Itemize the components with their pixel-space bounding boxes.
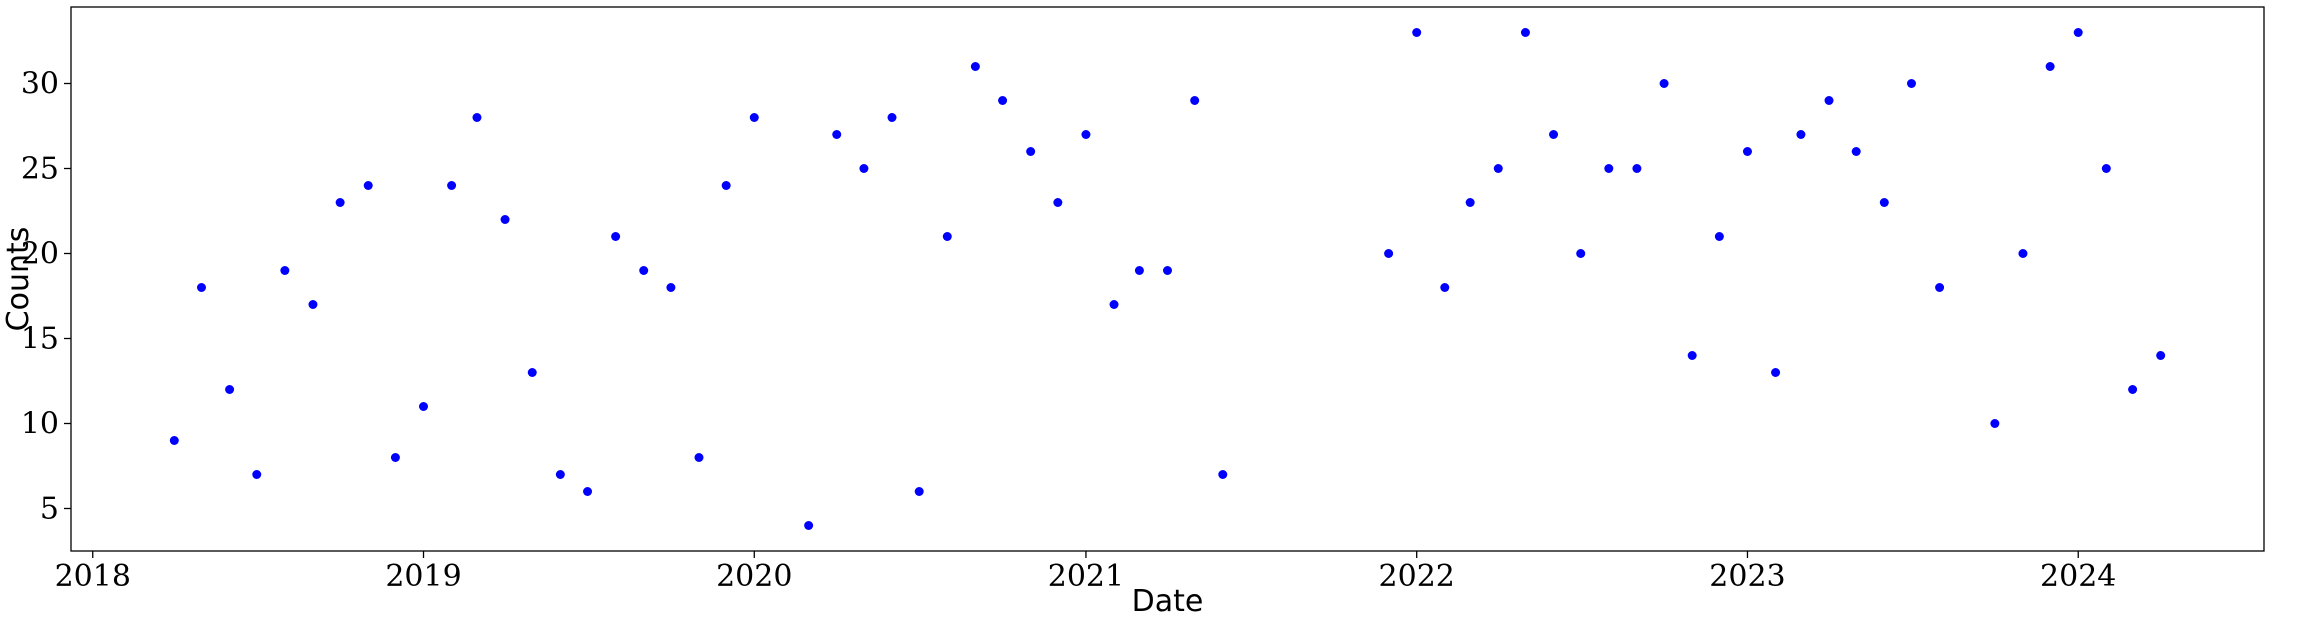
data-point [169, 436, 179, 445]
data-point [252, 470, 262, 479]
data-point [666, 283, 676, 292]
data-point [1990, 419, 2000, 428]
data-point [1687, 351, 1697, 360]
data-point [447, 181, 457, 190]
x-axis: 2018 2019 2020 2021 2022 2023 2024 [55, 551, 2116, 594]
data-point [639, 266, 649, 275]
y-axis: 5 10 15 20 25 30 [21, 67, 71, 527]
data-point [1576, 249, 1586, 258]
data-point [1053, 198, 1063, 207]
y-axis-title: Counts [1, 227, 36, 332]
data-point [335, 198, 345, 207]
data-point [390, 453, 400, 462]
data-point [1879, 198, 1889, 207]
x-axis-title: Date [1132, 584, 1204, 619]
data-point [1659, 79, 1669, 88]
y-tick-label: 15 [21, 322, 59, 357]
data-point [555, 470, 565, 479]
data-point [1796, 130, 1806, 139]
data-point [1742, 147, 1752, 156]
data-point [2045, 62, 2055, 71]
data-point [1190, 96, 1200, 105]
x-tick-label: 2018 [55, 559, 131, 594]
y-tick-label: 30 [21, 67, 59, 102]
data-point [1384, 249, 1394, 258]
data-point [280, 266, 290, 275]
data-point [1412, 28, 1422, 37]
x-tick-label: 2019 [385, 559, 461, 594]
y-tick-label: 10 [21, 407, 59, 442]
data-point [914, 487, 924, 496]
x-tick-label: 2023 [1709, 559, 1785, 594]
data-point [2128, 385, 2138, 394]
x-tick-label: 2022 [1379, 559, 1455, 594]
data-point [363, 181, 373, 190]
plot-frame [70, 6, 2265, 552]
y-tick-label: 25 [21, 152, 59, 187]
data-point [472, 113, 482, 122]
data-point [1440, 283, 1450, 292]
data-point [694, 453, 704, 462]
data-points [169, 28, 2166, 530]
x-tick-label: 2020 [716, 559, 792, 594]
data-point [1218, 470, 1228, 479]
data-point [1632, 164, 1642, 173]
data-point [2101, 164, 2111, 173]
data-point [500, 215, 510, 224]
data-point [859, 164, 869, 173]
data-point [2073, 28, 2083, 37]
data-point [1851, 147, 1861, 156]
data-point [1549, 130, 1559, 139]
data-point [887, 113, 897, 122]
data-point [2018, 249, 2028, 258]
data-point [527, 368, 537, 377]
data-point [1163, 266, 1172, 275]
data-point [1714, 232, 1724, 241]
data-point [804, 521, 814, 530]
data-point [1520, 28, 1530, 37]
data-point [998, 96, 1008, 105]
data-point [942, 232, 952, 241]
data-point [583, 487, 593, 496]
data-point [749, 113, 759, 122]
data-point [1026, 147, 1036, 156]
x-tick-label: 2021 [1048, 559, 1124, 594]
data-point [2156, 351, 2166, 360]
data-point [1771, 368, 1781, 377]
data-point [1493, 164, 1503, 173]
data-point [1824, 96, 1834, 105]
data-point [225, 385, 235, 394]
data-point [1906, 79, 1916, 88]
data-point [832, 130, 842, 139]
data-point [1081, 130, 1091, 139]
data-point [1935, 283, 1945, 292]
data-point [419, 402, 429, 411]
data-point [970, 62, 980, 71]
data-point [721, 181, 731, 190]
y-tick-label: 20 [21, 237, 59, 272]
data-point [1134, 266, 1144, 275]
x-tick-label: 2024 [2040, 559, 2116, 594]
data-point [308, 300, 318, 309]
data-point [1465, 198, 1475, 207]
data-point [1604, 164, 1614, 173]
data-point [611, 232, 621, 241]
y-tick-label: 5 [40, 492, 59, 527]
data-point [196, 283, 206, 292]
data-point [1109, 300, 1119, 309]
